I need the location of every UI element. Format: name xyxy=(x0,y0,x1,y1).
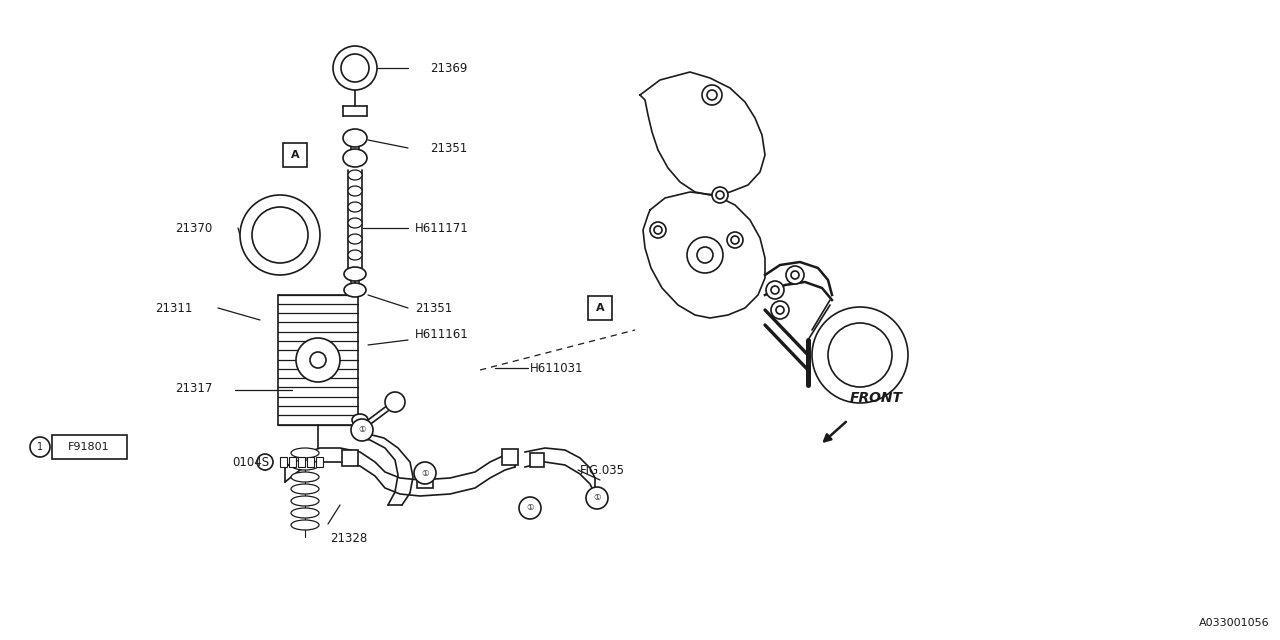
Text: 21369: 21369 xyxy=(430,61,467,74)
Text: FIG.035: FIG.035 xyxy=(580,463,625,477)
Text: A033001056: A033001056 xyxy=(1199,618,1270,628)
Ellipse shape xyxy=(291,472,319,482)
Ellipse shape xyxy=(343,149,367,167)
Circle shape xyxy=(29,437,50,457)
Circle shape xyxy=(586,487,608,509)
Ellipse shape xyxy=(348,218,362,228)
Ellipse shape xyxy=(291,460,319,470)
Ellipse shape xyxy=(348,202,362,212)
Ellipse shape xyxy=(352,414,369,426)
Circle shape xyxy=(257,454,273,470)
Ellipse shape xyxy=(344,283,366,297)
Text: ①: ① xyxy=(593,493,600,502)
Text: A: A xyxy=(291,150,300,160)
Ellipse shape xyxy=(291,508,319,518)
Circle shape xyxy=(701,85,722,105)
Text: 0104S: 0104S xyxy=(232,456,269,468)
Bar xyxy=(342,450,358,466)
Circle shape xyxy=(252,207,308,263)
Ellipse shape xyxy=(291,520,319,530)
Bar xyxy=(316,457,323,467)
Text: A: A xyxy=(595,303,604,313)
Text: 1: 1 xyxy=(37,442,44,452)
Circle shape xyxy=(731,236,739,244)
Circle shape xyxy=(310,352,326,368)
Circle shape xyxy=(791,271,799,279)
Circle shape xyxy=(776,306,783,314)
Circle shape xyxy=(241,195,320,275)
Text: 21317: 21317 xyxy=(175,381,212,394)
Circle shape xyxy=(716,191,724,199)
Text: 21351: 21351 xyxy=(415,301,452,314)
Text: FRONT: FRONT xyxy=(850,391,902,405)
Text: ①: ① xyxy=(526,504,534,513)
Bar xyxy=(307,457,314,467)
Bar xyxy=(52,435,127,459)
Circle shape xyxy=(771,286,780,294)
Text: H611161: H611161 xyxy=(415,328,468,342)
Circle shape xyxy=(712,187,728,203)
Circle shape xyxy=(333,46,378,90)
Circle shape xyxy=(518,497,541,519)
Bar xyxy=(530,453,544,467)
Text: 21311: 21311 xyxy=(155,301,192,314)
Circle shape xyxy=(698,247,713,263)
Bar xyxy=(280,457,287,467)
Bar xyxy=(417,472,433,488)
Ellipse shape xyxy=(348,170,362,180)
Circle shape xyxy=(727,232,742,248)
Bar xyxy=(588,296,612,320)
Bar xyxy=(298,457,305,467)
Bar xyxy=(502,449,518,465)
Text: ①: ① xyxy=(358,426,366,435)
Circle shape xyxy=(828,323,892,387)
Circle shape xyxy=(812,307,908,403)
Bar xyxy=(289,457,296,467)
Circle shape xyxy=(413,462,436,484)
Text: H611031: H611031 xyxy=(530,362,584,374)
Text: 21370: 21370 xyxy=(175,221,212,234)
Circle shape xyxy=(385,392,404,412)
Circle shape xyxy=(771,301,788,319)
Text: H611171: H611171 xyxy=(415,221,468,234)
Text: 21351: 21351 xyxy=(430,141,467,154)
Ellipse shape xyxy=(348,234,362,244)
Text: F91801: F91801 xyxy=(68,442,110,452)
Ellipse shape xyxy=(291,448,319,458)
Ellipse shape xyxy=(348,250,362,260)
Text: 21328: 21328 xyxy=(330,531,367,545)
Circle shape xyxy=(650,222,666,238)
Circle shape xyxy=(786,266,804,284)
Circle shape xyxy=(765,281,783,299)
Circle shape xyxy=(707,90,717,100)
Bar xyxy=(283,143,307,167)
Circle shape xyxy=(340,54,369,82)
Circle shape xyxy=(687,237,723,273)
Text: ①: ① xyxy=(421,468,429,477)
Ellipse shape xyxy=(291,484,319,494)
Circle shape xyxy=(351,419,372,441)
Ellipse shape xyxy=(291,496,319,506)
Circle shape xyxy=(296,338,340,382)
Ellipse shape xyxy=(344,267,366,281)
Ellipse shape xyxy=(343,129,367,147)
Ellipse shape xyxy=(348,186,362,196)
Circle shape xyxy=(654,226,662,234)
